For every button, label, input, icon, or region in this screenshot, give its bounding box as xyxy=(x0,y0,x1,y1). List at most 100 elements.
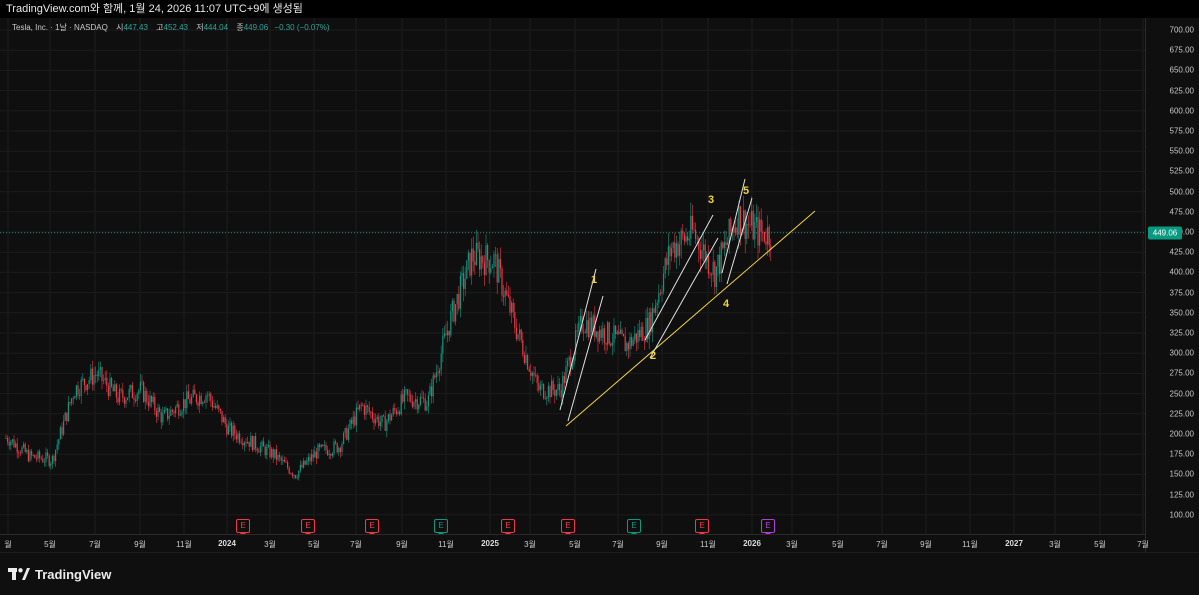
candle-body xyxy=(320,444,322,448)
channel-line-3b[interactable] xyxy=(649,237,719,359)
close-label: 종 xyxy=(236,23,244,32)
candle-body xyxy=(10,441,12,446)
earnings-marker[interactable]: E xyxy=(501,519,515,534)
price-tick: 425.00 xyxy=(1169,247,1194,257)
candle-body xyxy=(512,302,514,313)
candle-body xyxy=(61,427,63,435)
candle-body xyxy=(688,238,690,241)
candle-body xyxy=(119,389,121,403)
channel-line-3a[interactable] xyxy=(644,214,714,341)
symbol-legend[interactable]: Tesla, Inc. · 1날 · NASDAQ 시447.43 고452.4… xyxy=(12,22,330,33)
candle-body xyxy=(759,219,761,246)
drawing-layer[interactable]: 1 2 3 4 5 xyxy=(559,178,816,427)
candle-body xyxy=(63,420,65,435)
candle-body xyxy=(477,242,479,250)
candle-body xyxy=(469,252,471,276)
candle-body xyxy=(269,444,271,458)
candle-body xyxy=(597,331,599,342)
low-label: 저 xyxy=(196,23,204,32)
time-tick: 2026 xyxy=(743,539,761,548)
price-axis[interactable]: 700.00 675.00 650.00 625.00 600.00 575.00 550.… xyxy=(1145,18,1199,552)
candle-body xyxy=(690,215,692,239)
candle-body xyxy=(51,455,53,464)
candle-body xyxy=(117,397,119,403)
candle-body xyxy=(400,394,402,415)
channel-line-1a[interactable] xyxy=(559,268,597,411)
candle-body xyxy=(410,394,412,402)
channel-line-5b[interactable] xyxy=(726,197,753,285)
candle-body xyxy=(87,384,89,390)
earnings-marker[interactable]: E xyxy=(627,519,641,534)
candle-body xyxy=(296,477,298,479)
candle-body xyxy=(639,330,641,338)
candle-body xyxy=(271,449,273,458)
candle-body xyxy=(168,415,170,419)
candle-body xyxy=(234,425,236,435)
candle-body xyxy=(482,256,484,263)
candle-body xyxy=(114,384,116,392)
price-tick: 325.00 xyxy=(1169,328,1194,338)
candle-body xyxy=(479,249,481,270)
price-tick: 225.00 xyxy=(1169,409,1194,419)
channel-line-1b[interactable] xyxy=(567,295,604,422)
earnings-marker[interactable]: E xyxy=(434,519,448,534)
candle-body xyxy=(608,322,610,344)
time-tick: 7월 xyxy=(350,540,362,549)
candle-body xyxy=(746,223,748,239)
candle-body xyxy=(151,395,153,402)
candle-body xyxy=(586,320,588,333)
support-trendline[interactable] xyxy=(565,210,816,427)
price-tick: 250.00 xyxy=(1169,389,1194,399)
candle-body xyxy=(413,402,415,407)
candle-body xyxy=(595,331,597,337)
candle-body xyxy=(338,447,340,453)
earnings-marker[interactable]: E xyxy=(301,519,315,534)
candle-body xyxy=(546,397,548,399)
earnings-marker[interactable]: E xyxy=(761,519,775,534)
time-tick: 5월 xyxy=(308,540,320,549)
price-tick: 575.00 xyxy=(1169,126,1194,136)
earnings-marker[interactable]: E xyxy=(365,519,379,534)
candle-body xyxy=(591,317,593,333)
candle-body xyxy=(13,439,15,448)
candle-body xyxy=(499,259,501,269)
time-axis[interactable]: 월 5월 7월 9월 11월 2024 3월 5월 7월 9월 11월 2025 3월 5월 7월 9월 11월… xyxy=(0,534,1149,553)
channel-line-5a[interactable] xyxy=(721,178,746,274)
candle-body xyxy=(392,407,394,415)
candle-body xyxy=(250,436,252,447)
candle-body xyxy=(541,384,543,386)
candle-body xyxy=(18,452,20,454)
candle-body xyxy=(34,454,36,458)
earnings-marker[interactable]: E xyxy=(695,519,709,534)
symbol-name[interactable]: Tesla, Inc. · 1날 · NASDAQ xyxy=(12,23,108,32)
candle-body xyxy=(208,393,210,396)
candle-body xyxy=(328,454,330,456)
candle-body xyxy=(314,451,316,458)
time-tick: 11월 xyxy=(176,540,192,549)
candle-body xyxy=(531,372,533,376)
candle-body xyxy=(74,396,76,399)
candle-body xyxy=(583,331,585,333)
candle-body xyxy=(304,460,306,465)
open-value: 447.43 xyxy=(123,23,148,32)
candle-body xyxy=(696,238,698,240)
price-chart[interactable]: 1 2 3 4 5 xyxy=(0,18,1145,534)
earnings-marker[interactable]: E xyxy=(236,519,250,534)
candle-body xyxy=(522,340,524,355)
earnings-marker[interactable]: E xyxy=(561,519,575,534)
candle-body xyxy=(122,390,124,398)
candle-body xyxy=(45,452,47,462)
candle-body xyxy=(640,326,642,338)
candle-body xyxy=(629,336,631,350)
candle-body xyxy=(719,254,721,274)
candle-body xyxy=(496,254,498,283)
chart-pane[interactable]: 1 2 3 4 5 Tesla, Inc. · 1날 · NASDAQ 시447… xyxy=(0,18,1145,534)
candle-body xyxy=(223,417,225,423)
candle-body xyxy=(416,399,418,410)
candle-body xyxy=(16,443,18,453)
candle-body xyxy=(197,402,199,406)
candle-body xyxy=(610,343,612,346)
candle-body xyxy=(658,293,660,303)
candle-body xyxy=(419,397,421,405)
candle-body xyxy=(514,312,516,328)
